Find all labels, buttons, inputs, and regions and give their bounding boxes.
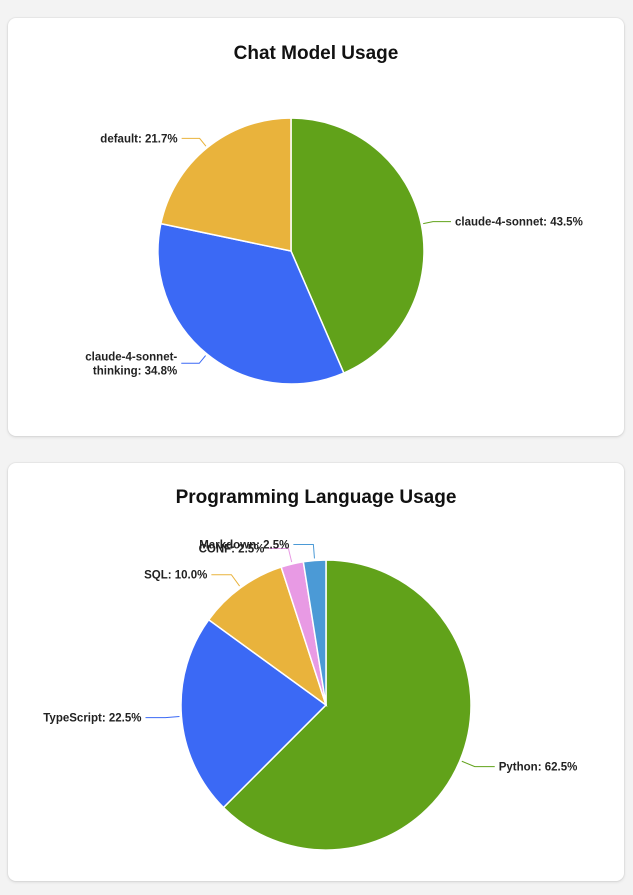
data-label-python: Python: 62.5% [499, 762, 578, 774]
data-label-line: default: 21.7% [100, 133, 177, 145]
leader-line-typescript [145, 716, 180, 719]
data-label-markdown: Markdown: 2.5% [199, 539, 289, 551]
pie-slice-typescript [180, 618, 328, 809]
pie-slice-sql [207, 566, 328, 707]
programming-language-pie-chart: Python: 62.5% TypeScript: 22.5% SQL: 10.0%… [43, 539, 578, 851]
leader-line-sql [211, 574, 241, 587]
data-label-line: Markdown: 2.5% [199, 539, 289, 551]
data-label-conf: CONF: 2.5% [199, 543, 265, 555]
leader-line-conf [268, 547, 293, 563]
data-label-claude-4-sonnet: claude-4-sonnet: 43.5% [455, 217, 583, 229]
leader-line-claude-4-sonnet [423, 221, 451, 225]
data-label-line: SQL: 10.0% [144, 570, 207, 582]
pie-slice-claude-4-sonnet-thinking [157, 222, 345, 385]
data-label-line: claude-4-sonnet- [85, 351, 177, 363]
data-label-sql: SQL: 10.0% [144, 570, 207, 582]
leader-line-markdown [293, 543, 315, 559]
data-label-line: claude-4-sonnet: 43.5% [455, 217, 583, 229]
leader-line-default [181, 137, 207, 147]
data-label-typescript: TypeScript: 22.5% [43, 713, 141, 725]
chat-model-usage-card: Chat Model Usage claude-4-sonnet: 43.5% c… [8, 18, 624, 436]
chart-title: Chat Model Usage [233, 43, 399, 64]
data-label-line: TypeScript: 22.5% [43, 713, 141, 725]
pie-slice-claude-4-sonnet [290, 117, 425, 375]
data-label-line: Python: 62.5% [499, 762, 578, 774]
programming-language-usage-card: Programming Language Usage Python: 62.5%… [8, 463, 624, 881]
pie-slice-markdown [302, 559, 327, 706]
data-label-default: default: 21.7% [100, 133, 177, 145]
leader-line-python [461, 760, 495, 768]
leader-line-claude-4-sonnet-thinking [181, 355, 206, 364]
pie-slice-default [159, 117, 292, 252]
data-label-line: thinking: 34.8% [93, 365, 177, 377]
data-label-line: CONF: 2.5% [199, 543, 265, 555]
pie-slice-python [222, 559, 472, 851]
data-label-claude-4-sonnet-thinking: claude-4-sonnet-thinking: 34.8% [85, 351, 177, 377]
chat-model-pie-chart: claude-4-sonnet: 43.5% claude-4-sonnet-th… [85, 117, 583, 385]
chart-title: Programming Language Usage [175, 487, 457, 508]
